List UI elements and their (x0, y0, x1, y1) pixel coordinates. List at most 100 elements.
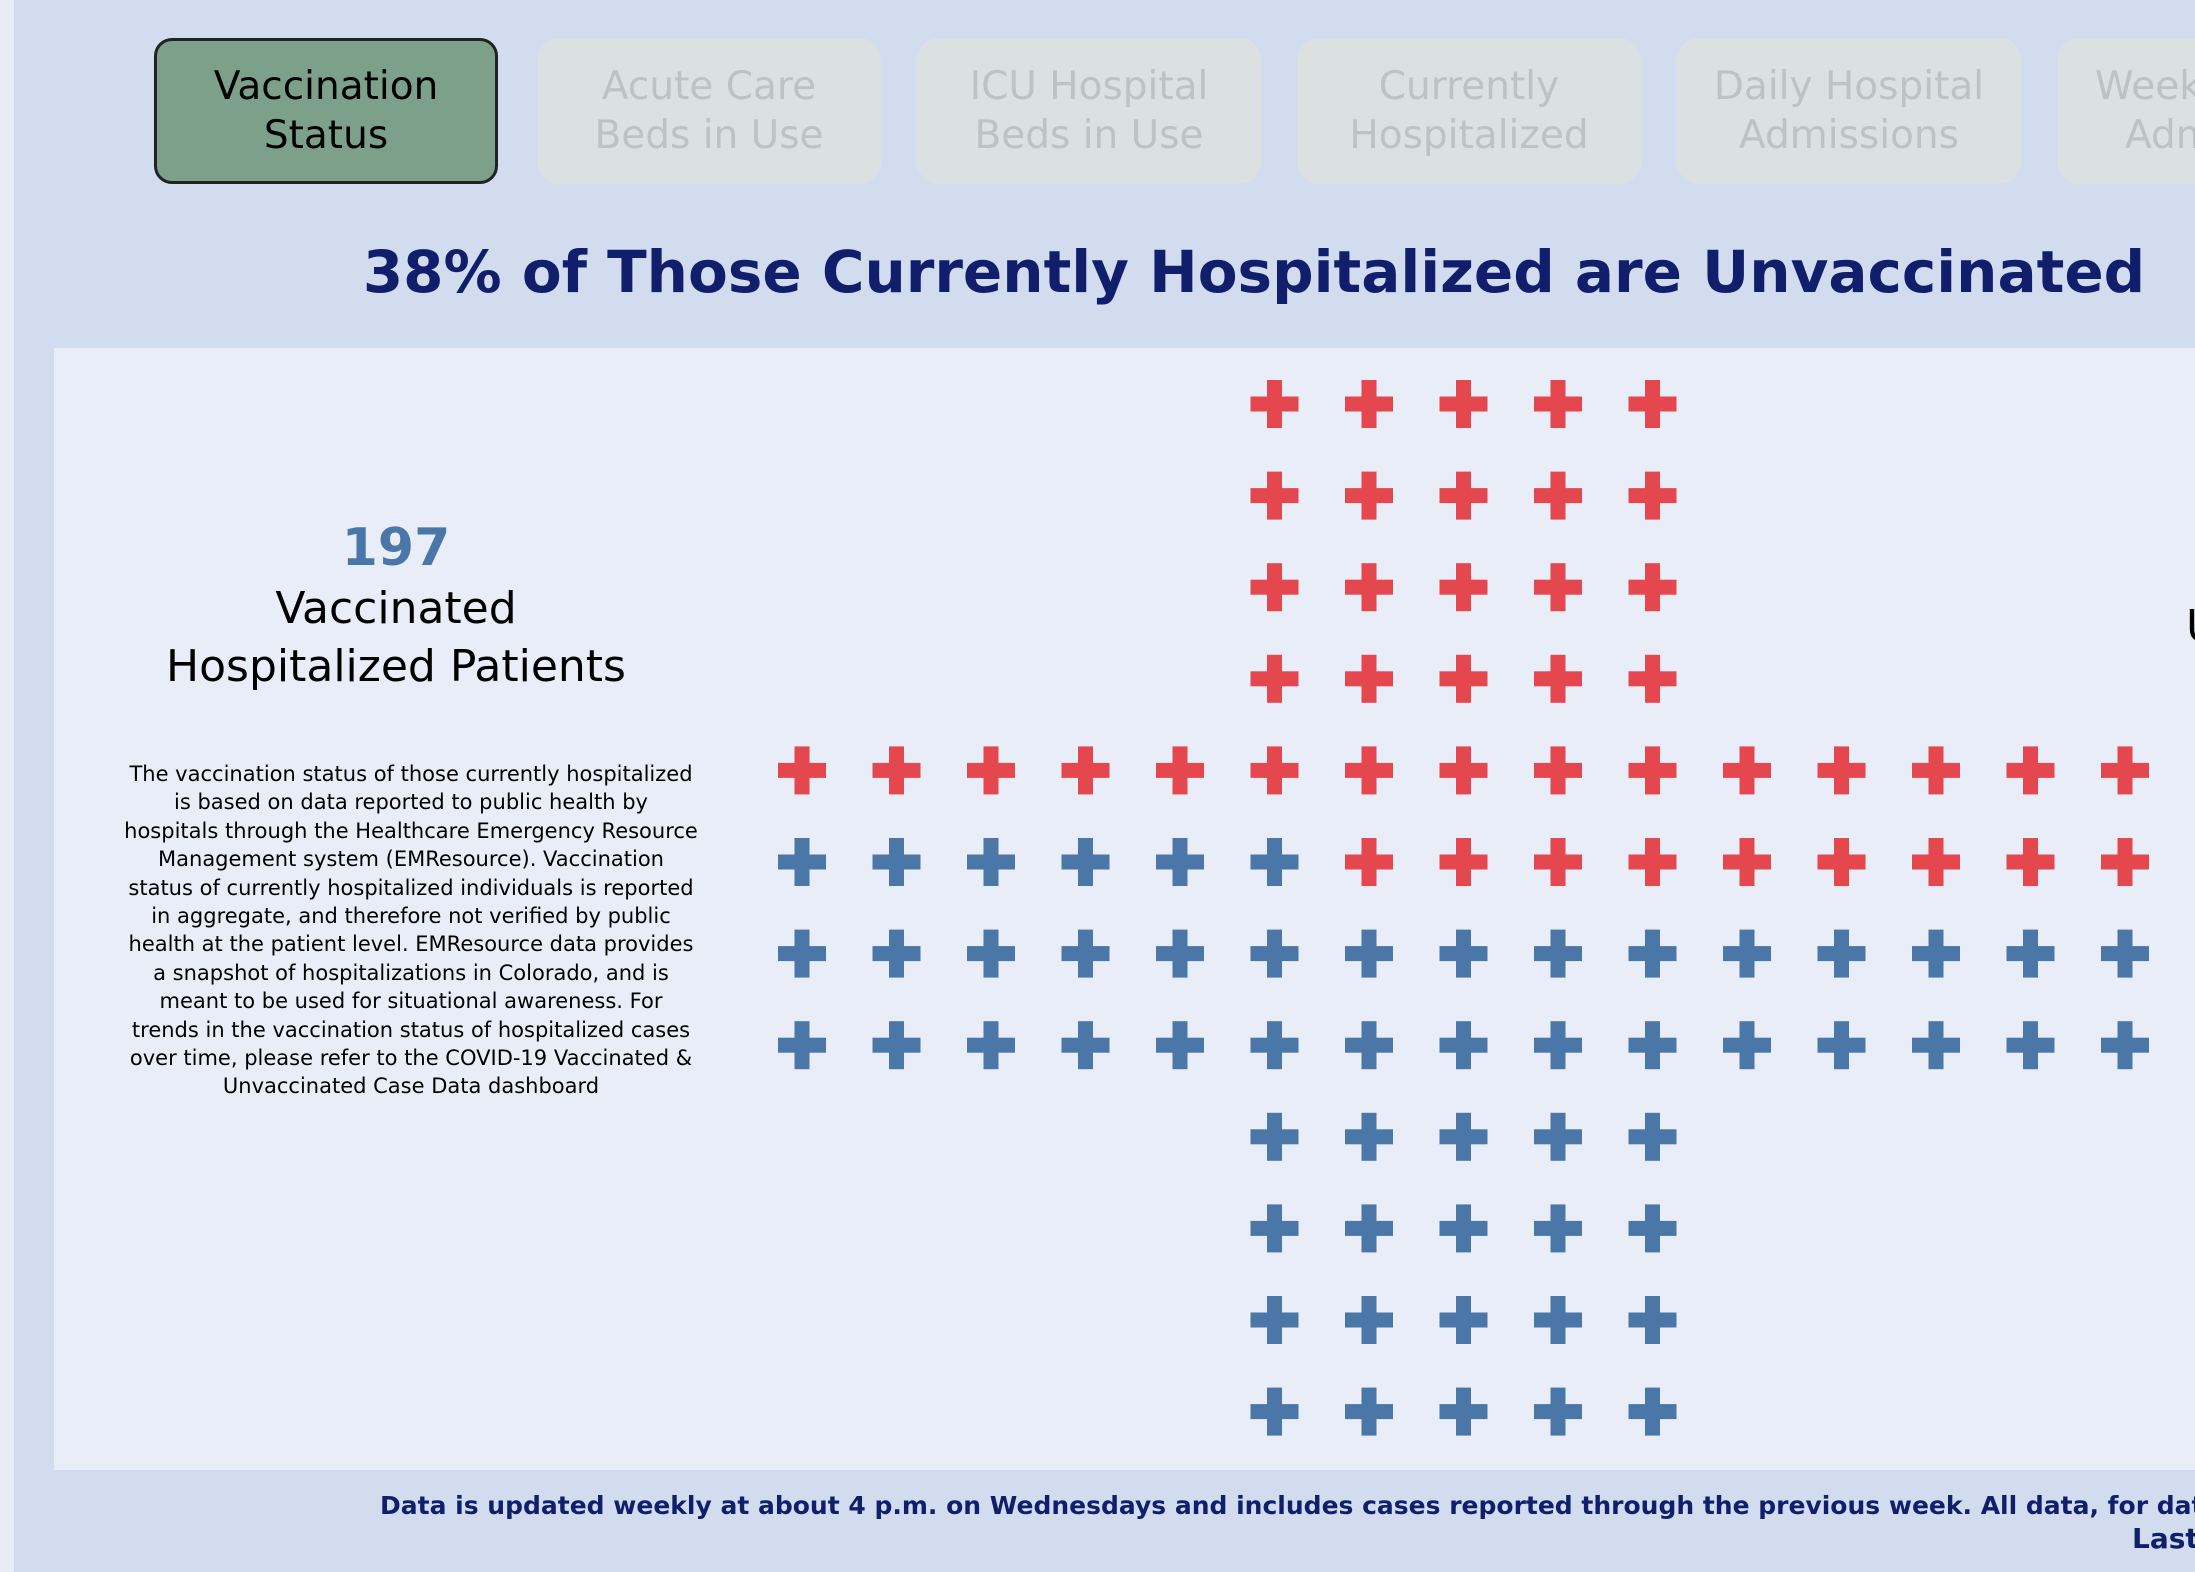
vaccinated-plus-icon (1345, 1387, 1393, 1436)
unvaccinated-plus-icon (1817, 746, 1866, 795)
tab-label-line1: ICU Hospital (969, 64, 1209, 109)
vaccinated-count: 197 (341, 518, 451, 578)
page-headline: 38% of Those Currently Hospitalized are … (362, 238, 2146, 306)
dashboard: Vaccination Status Acute Care Beds in Us… (14, 0, 2195, 1572)
vaccinated-plus-icon (1250, 1387, 1299, 1436)
unvaccinated-plus-icon (1250, 471, 1299, 520)
vaccinated-plus-icon (1912, 929, 1960, 978)
vaccinated-plus-icon (1817, 929, 1866, 978)
vaccinated-plus-icon (872, 1021, 921, 1070)
vaccinated-plus-icon (1628, 1204, 1677, 1253)
vaccinated-plus-icon (1439, 1021, 1488, 1070)
unvaccinated-plus-icon (2006, 838, 2055, 886)
unvaccinated-plus-icon (1628, 471, 1677, 520)
vaccinated-plus-icon (1439, 1112, 1488, 1161)
tab-label-line2: Admissions (1739, 113, 1959, 158)
unvaccinated-plus-icon (1345, 746, 1393, 795)
unvaccinated-plus-icon (1628, 654, 1677, 703)
unvaccinated-plus-icon (1534, 563, 1582, 612)
vaccinated-plus-icon (1628, 1296, 1677, 1344)
unvaccinated-stat-partial: U I (2186, 598, 2195, 714)
vaccinated-plus-icon (872, 838, 921, 886)
vaccinated-plus-icon (872, 929, 921, 978)
vaccinated-plus-icon (1250, 1296, 1299, 1344)
tab-icu-beds[interactable]: ICU Hospital Beds in Use (917, 38, 1261, 184)
vaccinated-plus-icon (1534, 1387, 1582, 1436)
vaccinated-plus-icon (1250, 838, 1299, 886)
vaccinated-stat: 197 Vaccinated Hospitalized Patients (129, 516, 663, 696)
vaccinated-plus-icon (778, 929, 826, 978)
vaccinated-plus-icon (1912, 1021, 1960, 1070)
unvaccinated-plus-icon (1439, 380, 1488, 428)
tab-currently-hospitalized[interactable]: Currently Hospitalized (1297, 38, 1641, 184)
vaccinated-plus-icon (1250, 929, 1299, 978)
vaccinated-plus-icon (1061, 1021, 1110, 1070)
unvaccinated-label-line2: I (2186, 656, 2195, 714)
vaccinated-plus-icon (2101, 1021, 2149, 1070)
vaccinated-plus-icon (2101, 929, 2149, 978)
vaccinated-plus-icon (2006, 1021, 2055, 1070)
unvaccinated-plus-icon (1439, 746, 1488, 795)
unvaccinated-plus-icon (1628, 746, 1677, 795)
vaccinated-plus-icon (1250, 1204, 1299, 1253)
vaccinated-label: Vaccinated Hospitalized Patients (129, 580, 663, 696)
unvaccinated-plus-icon (1628, 563, 1677, 612)
vaccinated-plus-icon (1439, 1204, 1488, 1253)
unvaccinated-plus-icon (1912, 746, 1960, 795)
unvaccinated-plus-icon (1439, 654, 1488, 703)
vaccinated-plus-icon (1439, 1296, 1488, 1344)
vaccinated-plus-icon (1250, 1021, 1299, 1070)
unvaccinated-plus-icon (1250, 654, 1299, 703)
vaccinated-plus-icon (1061, 838, 1110, 886)
tab-acute-care-beds[interactable]: Acute Care Beds in Use (537, 38, 881, 184)
tab-label-line1: Daily Hospital (1713, 64, 1985, 109)
update-note: Data is updated weekly at about 4 p.m. o… (380, 1491, 2195, 1520)
tab-weekly-admissions[interactable]: Weekl Adm (2057, 38, 2195, 184)
tab-label-line2: Beds in Use (974, 113, 1204, 158)
unvaccinated-plus-icon (1345, 838, 1393, 886)
vaccinated-plus-icon (1628, 1112, 1677, 1161)
tab-label-line1: Vaccination (213, 64, 439, 109)
unvaccinated-plus-icon (1439, 471, 1488, 520)
vaccinated-plus-icon (1534, 1204, 1582, 1253)
tab-label-line2: Hospitalized (1349, 113, 1589, 158)
unvaccinated-plus-icon (1534, 380, 1582, 428)
tab-daily-admissions[interactable]: Daily Hospital Admissions (1677, 38, 2021, 184)
unvaccinated-plus-icon (1156, 746, 1204, 795)
vaccinated-plus-icon (967, 1021, 1015, 1070)
plus-icon-grid (778, 380, 2149, 1436)
vaccinated-plus-icon (778, 1021, 826, 1070)
vaccinated-plus-icon (1628, 1021, 1677, 1070)
vaccinated-plus-icon (1628, 929, 1677, 978)
unvaccinated-plus-icon (1345, 380, 1393, 428)
tab-vaccination-status[interactable]: Vaccination Status (154, 38, 498, 184)
unvaccinated-plus-icon (1912, 838, 1960, 886)
methodology-note: The vaccination status of those currentl… (124, 762, 698, 1099)
vaccinated-plus-icon (1345, 1112, 1393, 1161)
unvaccinated-label-line1: U (2186, 598, 2195, 656)
vaccinated-label-line1: Vaccinated (275, 583, 517, 634)
vaccinated-plus-icon (778, 838, 826, 886)
unvaccinated-plus-icon (1534, 654, 1582, 703)
chart-panel: 197 Vaccinated Hospitalized Patients The… (54, 348, 2195, 1470)
vaccinated-plus-icon (1817, 1021, 1866, 1070)
unvaccinated-plus-icon (1817, 838, 1866, 886)
vaccinated-plus-icon (2006, 929, 2055, 978)
vaccinated-plus-icon (1439, 929, 1488, 978)
last-updated-label: Last (2132, 1522, 2195, 1555)
unvaccinated-plus-icon (1439, 563, 1488, 612)
tab-label-line2: Beds in Use (594, 113, 824, 158)
unvaccinated-plus-icon (1628, 380, 1677, 428)
unvaccinated-plus-icon (778, 746, 826, 795)
tab-label-line2: Adm (2125, 113, 2195, 158)
unvaccinated-plus-icon (1250, 746, 1299, 795)
vaccinated-label-line2: Hospitalized Patients (166, 641, 626, 692)
unvaccinated-plus-icon (1723, 746, 1771, 795)
vaccinated-plus-icon (1156, 929, 1204, 978)
vaccinated-plus-icon (1345, 1021, 1393, 1070)
vaccinated-plus-icon (1534, 1296, 1582, 1344)
tab-label-line2: Status (263, 113, 389, 158)
unvaccinated-plus-icon (1534, 746, 1582, 795)
unvaccinated-plus-icon (1345, 471, 1393, 520)
vaccinated-plus-icon (1534, 929, 1582, 978)
